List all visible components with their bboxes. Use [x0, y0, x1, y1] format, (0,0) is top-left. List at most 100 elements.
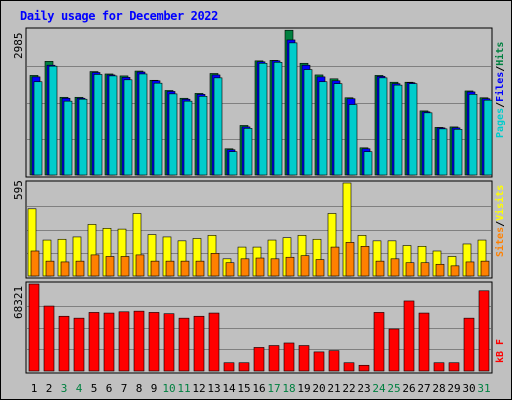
kbytes-bar: [223, 362, 235, 372]
day-label: 1: [31, 382, 38, 395]
day-label: 7: [121, 382, 128, 395]
day-label: 23: [357, 382, 370, 395]
sites-bar: [195, 260, 205, 277]
kbytes-bar: [118, 311, 130, 372]
pages-bar: [423, 112, 433, 176]
day-label: 20: [312, 382, 325, 395]
legend-separator: /: [495, 101, 506, 108]
day-label: 15: [237, 382, 250, 395]
sites-bar: [210, 253, 220, 277]
sites-bar: [270, 258, 280, 277]
day-label: 11: [177, 382, 190, 395]
pages-bar: [273, 62, 283, 176]
pages-bar: [318, 81, 328, 176]
sites-bar: [255, 257, 265, 277]
sites-bar: [240, 258, 250, 277]
kbytes-bar: [103, 312, 115, 372]
bottom-panel-legend: kB F: [495, 339, 506, 363]
kbytes-bar: [58, 315, 70, 372]
kbytes-bar: [73, 317, 85, 372]
pages-bar: [213, 77, 223, 176]
pages-bar: [453, 129, 463, 176]
kbytes-bar: [163, 313, 175, 372]
pages-bar: [483, 99, 493, 176]
pages-bar: [438, 128, 448, 176]
kbytes-bar: [343, 362, 355, 372]
day-label: 2: [46, 382, 53, 395]
kbytes-bar: [178, 317, 190, 372]
pages-bar: [303, 69, 313, 176]
day-label: 10: [162, 382, 175, 395]
pages-bar: [258, 62, 268, 176]
pages-bar: [393, 84, 403, 176]
day-label: 17: [267, 382, 280, 395]
pages-bar: [183, 100, 193, 176]
sites-bar: [30, 250, 40, 277]
sites-bar: [315, 259, 325, 277]
day-label: 24: [372, 382, 386, 395]
sites-bar: [345, 242, 355, 277]
kbytes-bar: [238, 362, 250, 372]
legend-hits: Hits: [495, 41, 506, 66]
sites-bar: [435, 263, 445, 277]
pages-bar: [243, 128, 253, 176]
pages-bar: [363, 151, 373, 176]
sites-bar: [330, 246, 340, 277]
sites-bar: [405, 262, 415, 277]
pages-bar: [48, 65, 58, 176]
sites-bar: [300, 255, 310, 277]
day-label: 29: [447, 382, 460, 395]
kbytes-bar: [433, 362, 445, 372]
kbytes-bar: [133, 310, 145, 372]
sites-bar: [165, 260, 175, 277]
day-label: 27: [417, 382, 430, 395]
sites-bar: [75, 260, 85, 277]
pages-bar: [123, 79, 133, 176]
pages-bar: [198, 96, 208, 176]
day-label: 31: [477, 382, 490, 395]
kbytes-bar: [373, 312, 385, 372]
pages-bar: [63, 100, 73, 176]
day-label: 9: [151, 382, 158, 395]
sites-bar: [375, 260, 385, 277]
pages-bar: [228, 151, 238, 176]
sites-bar: [465, 261, 475, 277]
kbytes-bar: [253, 347, 265, 372]
kbytes-bar: [358, 364, 370, 372]
pages-bar: [348, 104, 358, 176]
pages-bar: [33, 81, 43, 176]
day-label: 12: [192, 382, 205, 395]
sites-bar: [90, 254, 100, 277]
legend-pages: Pages: [495, 107, 506, 138]
sites-bar: [60, 261, 70, 277]
kbytes-bar: [478, 290, 490, 372]
day-label: 5: [91, 382, 98, 395]
kbytes-bar: [268, 345, 280, 372]
pages-bar: [93, 74, 103, 176]
day-label: 13: [207, 382, 220, 395]
pages-bar: [333, 83, 343, 176]
legend-visits: Visits: [495, 184, 506, 221]
day-label: 28: [432, 382, 445, 395]
sites-bar: [45, 260, 55, 277]
kbytes-bar: [43, 305, 55, 372]
middle-panel-legend: Sites/Visits: [495, 185, 506, 257]
day-label: 22: [342, 382, 355, 395]
day-label: 21: [327, 382, 340, 395]
day-label: 14: [222, 382, 236, 395]
middle-panel-max-label: 595: [12, 180, 25, 200]
kbytes-bar: [403, 300, 415, 372]
kbytes-bar: [148, 312, 160, 372]
kbytes-bar: [418, 312, 430, 372]
day-label: 18: [282, 382, 295, 395]
legend-separator: /: [495, 65, 506, 72]
day-label: 25: [387, 382, 400, 395]
kbytes-bar: [328, 350, 340, 372]
pages-bar: [153, 82, 163, 176]
legend-kbytes: kB F: [495, 338, 506, 363]
legend-files: Files: [495, 71, 506, 102]
day-label: 4: [76, 382, 83, 395]
pages-bar: [408, 83, 418, 176]
sites-bar: [285, 256, 295, 277]
